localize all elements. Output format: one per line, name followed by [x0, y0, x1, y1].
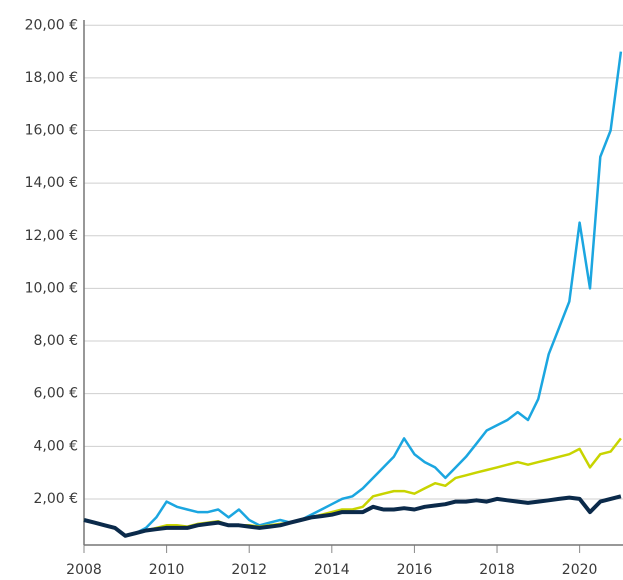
x-tick-label: 2020	[562, 562, 598, 578]
x-tick-label: 2016	[397, 562, 433, 578]
y-tick-label: 6,00 €	[33, 386, 78, 402]
y-tick-label: 8,00 €	[33, 333, 78, 349]
y-tick-label: 20,00 €	[25, 17, 78, 33]
x-tick-label: 2008	[66, 562, 102, 578]
y-tick-label: 14,00 €	[25, 175, 78, 191]
y-tick-label: 18,00 €	[25, 70, 78, 86]
x-tick-label: 2012	[231, 562, 267, 578]
y-tick-label: 12,00 €	[25, 228, 78, 244]
series-line	[83, 494, 622, 538]
y-tick-label: 4,00 €	[33, 438, 78, 454]
x-tick-label: 2014	[314, 562, 350, 578]
x-tick-label: 2018	[479, 562, 515, 578]
y-tick-label: 10,00 €	[25, 280, 78, 296]
x-tick-label: 2010	[149, 562, 185, 578]
series-line	[83, 437, 622, 538]
y-tick-label: 2,00 €	[33, 491, 78, 507]
y-tick-label: 16,00 €	[25, 123, 78, 139]
series-line	[83, 51, 623, 538]
